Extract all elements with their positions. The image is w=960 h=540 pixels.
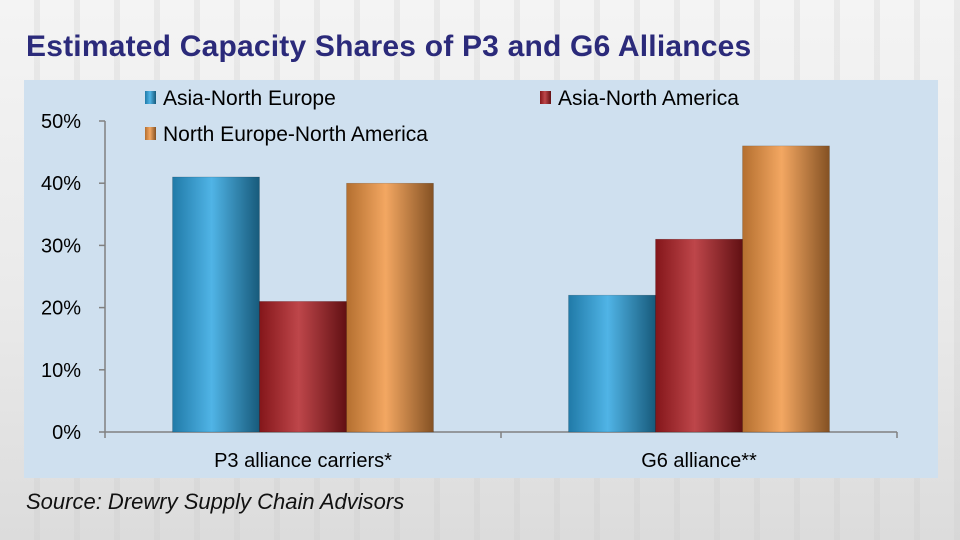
legend-label: Asia-North America xyxy=(558,87,739,110)
bar-north-europe-north-america xyxy=(742,145,830,433)
bar-asia-north-europe xyxy=(568,294,656,433)
legend-label: North Europe-North America xyxy=(163,123,428,146)
page-title: Estimated Capacity Shares of P3 and G6 A… xyxy=(26,30,752,63)
legend-swatch xyxy=(145,91,156,104)
y-tick-label: 10% xyxy=(41,360,81,382)
bar-asia-north-europe xyxy=(172,176,260,433)
legend-swatch xyxy=(540,91,551,104)
y-tick-label: 30% xyxy=(41,235,81,257)
y-tick-label: 50% xyxy=(41,111,81,133)
x-category-label: G6 alliance** xyxy=(641,450,757,472)
y-tick-label: 20% xyxy=(41,298,81,320)
legend-label: Asia-North Europe xyxy=(163,87,336,110)
bar-asia-north-america xyxy=(259,301,347,433)
source-note: Source: Drewry Supply Chain Advisors xyxy=(26,489,405,514)
bar-asia-north-america xyxy=(655,238,743,433)
y-tick-label: 40% xyxy=(41,173,81,195)
legend-swatch xyxy=(145,127,156,140)
bar-north-europe-north-america xyxy=(346,182,434,433)
x-category-label: P3 alliance carriers* xyxy=(214,450,392,472)
y-tick-label: 0% xyxy=(52,422,81,444)
